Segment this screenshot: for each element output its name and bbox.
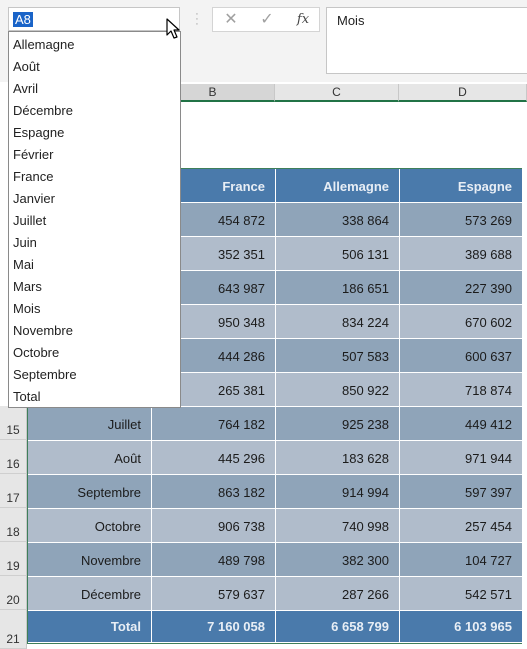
table-cell[interactable]: 925 238 [276, 407, 400, 441]
name-box[interactable]: A8 [8, 7, 180, 31]
table-cell[interactable]: 227 390 [400, 271, 523, 305]
table-cell[interactable]: 971 944 [400, 441, 523, 475]
table-cell[interactable]: 6 103 965 [400, 611, 523, 643]
column-header-b[interactable]: B [151, 84, 275, 102]
formula-input[interactable]: Mois [326, 7, 527, 74]
table-cell[interactable]: 489 798 [152, 543, 276, 577]
table-header-cell[interactable]: Espagne [400, 169, 523, 203]
table-cell[interactable]: 597 397 [400, 475, 523, 509]
table-cell[interactable]: Total [28, 611, 152, 643]
table-row: Octobre 906 738 740 998 257 454 [28, 509, 523, 543]
formula-content: Mois [337, 13, 365, 28]
formula-buttons: ✕ ✓ fx [212, 7, 320, 32]
insert-function-icon[interactable]: fx [296, 12, 310, 27]
table-cell[interactable]: 906 738 [152, 509, 276, 543]
row-header-17[interactable]: 17 [0, 474, 27, 508]
dropdown-item[interactable]: Total [13, 389, 41, 404]
table-cell[interactable]: 257 454 [400, 509, 523, 543]
table-cell[interactable]: 600 637 [400, 339, 523, 373]
table-cell[interactable]: 764 182 [152, 407, 276, 441]
table-cell[interactable]: 382 300 [276, 543, 400, 577]
cancel-icon[interactable]: ✕ [224, 11, 238, 28]
table-cell[interactable]: 740 998 [276, 509, 400, 543]
table-cell[interactable]: 914 994 [276, 475, 400, 509]
table-cell[interactable]: 507 583 [276, 339, 400, 373]
table-cell[interactable]: Août [28, 441, 152, 475]
dropdown-item[interactable]: Octobre [13, 345, 60, 360]
table-row: Juillet 764 182 925 238 449 412 [28, 407, 523, 441]
table-cell[interactable]: 389 688 [400, 237, 523, 271]
dropdown-item[interactable]: Juin [13, 235, 37, 250]
row-header-15[interactable]: 15 [0, 406, 27, 440]
table-cell[interactable]: 7 160 058 [152, 611, 276, 643]
row-header-18[interactable]: 18 [0, 508, 27, 542]
table-cell[interactable]: Décembre [28, 577, 152, 611]
table-row: Décembre 579 637 287 266 542 571 [28, 577, 523, 611]
table-cell[interactable]: 863 182 [152, 475, 276, 509]
name-box-value[interactable]: A8 [13, 12, 33, 27]
dropdown-item[interactable]: Mai [13, 257, 34, 272]
table-cell[interactable]: Novembre [28, 543, 152, 577]
table-cell[interactable]: Juillet [28, 407, 152, 441]
dropdown-item[interactable]: Mois [13, 301, 41, 316]
enter-icon[interactable]: ✓ [260, 11, 274, 28]
dropdown-item[interactable]: Allemagne [13, 37, 75, 52]
dropdown-item[interactable]: Février [13, 147, 54, 162]
table-cell[interactable]: 445 296 [152, 441, 276, 475]
table-cell[interactable]: 834 224 [276, 305, 400, 339]
table-cell[interactable]: 183 628 [276, 441, 400, 475]
table-cell[interactable]: 338 864 [276, 203, 400, 237]
table-row: Août 445 296 183 628 971 944 [28, 441, 523, 475]
table-cell[interactable]: 104 727 [400, 543, 523, 577]
row-header-16[interactable]: 16 [0, 440, 27, 474]
mouse-pointer-icon [166, 18, 180, 39]
table-cell[interactable]: Octobre [28, 509, 152, 543]
dropdown-item[interactable]: Espagne [13, 125, 65, 140]
dropdown-item[interactable]: Avril [13, 81, 39, 96]
row-header-20[interactable]: 20 [0, 576, 27, 610]
table-row: Septembre 863 182 914 994 597 397 [28, 475, 523, 509]
table-cell[interactable]: 186 651 [276, 271, 400, 305]
name-box-dropdown[interactable]: Allemagne Août Avril Décembre Espagne Fé… [8, 31, 181, 408]
table-cell[interactable]: 6 658 799 [276, 611, 400, 643]
table-cell[interactable]: 573 269 [400, 203, 523, 237]
dropdown-item[interactable]: Septembre [13, 367, 77, 382]
dropdown-item[interactable]: Novembre [13, 323, 73, 338]
row-header-21[interactable]: 21 [0, 610, 27, 649]
column-header-c[interactable]: C [275, 84, 399, 102]
dropdown-item[interactable]: France [13, 169, 54, 184]
table-header-cell[interactable]: Allemagne [276, 169, 400, 203]
table-cell[interactable]: 287 266 [276, 577, 400, 611]
dropdown-item[interactable]: Décembre [13, 103, 73, 118]
column-header-d[interactable]: D [399, 84, 527, 102]
table-row: Novembre 489 798 382 300 104 727 [28, 543, 523, 577]
dropdown-item[interactable]: Mars [13, 279, 42, 294]
table-cell[interactable]: 449 412 [400, 407, 523, 441]
table-cell[interactable]: 506 131 [276, 237, 400, 271]
table-cell[interactable]: 542 571 [400, 577, 523, 611]
table-cell[interactable]: 850 922 [276, 373, 400, 407]
dropdown-item[interactable]: Janvier [13, 191, 55, 206]
dropdown-item[interactable]: Juillet [13, 213, 47, 228]
table-cell[interactable]: 670 602 [400, 305, 523, 339]
row-header-19[interactable]: 19 [0, 542, 27, 576]
table-cell[interactable]: 579 637 [152, 577, 276, 611]
table-total-row: Total 7 160 058 6 658 799 6 103 965 [28, 611, 523, 643]
more-options-icon[interactable]: · · · [195, 8, 199, 30]
table-cell[interactable]: 718 874 [400, 373, 523, 407]
dropdown-item[interactable]: Août [13, 59, 40, 74]
table-cell[interactable]: Septembre [28, 475, 152, 509]
